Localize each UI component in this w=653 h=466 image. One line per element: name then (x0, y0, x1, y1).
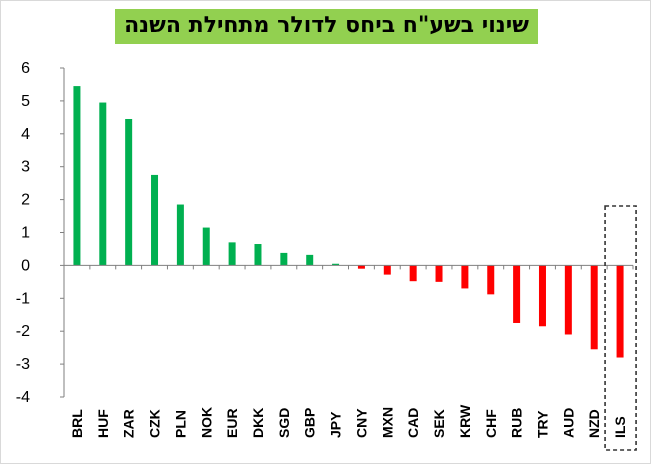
category-label-cny: CNY (353, 408, 369, 438)
category-label-chf: CHF (483, 409, 499, 438)
y-tick-label: 2 (21, 192, 30, 209)
bar-chf (487, 265, 495, 295)
category-label-huf: HUF (95, 409, 111, 438)
category-label-jpy: JPY (328, 411, 344, 438)
category-label-rub: RUB (509, 408, 525, 438)
bar-brl (73, 86, 81, 266)
category-label-zar: ZAR (121, 409, 137, 438)
y-tick-label: -3 (16, 356, 30, 373)
category-labels: BRL HUF ZAR CZK PLN NOK EUR DKK SGD GBP JPY CNY MXN C… (69, 404, 628, 438)
category-label-ils: ILS (612, 416, 628, 438)
bar-jpy (332, 263, 340, 266)
ils-highlight-box (604, 205, 637, 451)
category-label-sgd: SGD (276, 408, 292, 438)
category-label-eur: EUR (224, 408, 240, 438)
y-tick-label: 5 (21, 93, 30, 110)
y-tick-label: 1 (21, 225, 30, 242)
y-tick-label: -1 (16, 290, 30, 307)
y-axis: 6 5 4 3 2 1 0 -1 -2 -3 -4 (16, 60, 65, 406)
bar-cny (357, 265, 365, 269)
bar-pln (176, 204, 184, 266)
category-label-mxn: MXN (379, 407, 395, 438)
bar-nok (202, 227, 210, 266)
bar-nzd (590, 265, 598, 350)
category-label-sek: SEK (431, 409, 447, 438)
category-label-aud: AUD (560, 408, 576, 438)
highlight-box (604, 205, 637, 451)
category-label-czk: CZK (147, 409, 163, 438)
bars (73, 86, 624, 358)
category-label-dkk: DKK (250, 408, 266, 438)
x-axis (63, 264, 634, 270)
category-label-nok: NOK (198, 407, 214, 438)
bar-mxn (383, 265, 391, 275)
bar-czk (151, 174, 159, 266)
category-label-brl: BRL (69, 409, 85, 438)
bar-cad (409, 265, 417, 282)
bar-dkk (254, 244, 262, 266)
y-tick-label: 6 (21, 60, 30, 77)
bar-gbp (306, 254, 314, 266)
bar-eur (228, 242, 236, 266)
category-label-nzd: NZD (586, 409, 602, 438)
category-label-cad: CAD (405, 408, 421, 438)
y-tick-label: -2 (16, 323, 30, 340)
category-label-pln: PLN (172, 410, 188, 438)
bar-huf (99, 102, 107, 266)
bar-sek (435, 265, 443, 282)
category-label-try: TRY (534, 410, 550, 438)
bar-sgd (280, 252, 288, 266)
y-tick-label: 4 (21, 126, 30, 143)
bar-rub (513, 265, 521, 323)
category-label-krw: KRW (457, 404, 473, 438)
bar-zar (125, 118, 133, 266)
category-label-gbp: GBP (302, 408, 318, 438)
y-tick-label: -4 (16, 389, 30, 406)
bar-try (538, 265, 546, 327)
y-tick-label: 0 (21, 257, 30, 274)
y-tick-label: 3 (21, 159, 30, 176)
bar-ils (616, 265, 624, 358)
chart-title: שינוי בשע"ח ביחס לדולר מתחילת השנה (115, 9, 538, 44)
bar-krw (461, 265, 469, 289)
bar-aud (564, 265, 572, 335)
